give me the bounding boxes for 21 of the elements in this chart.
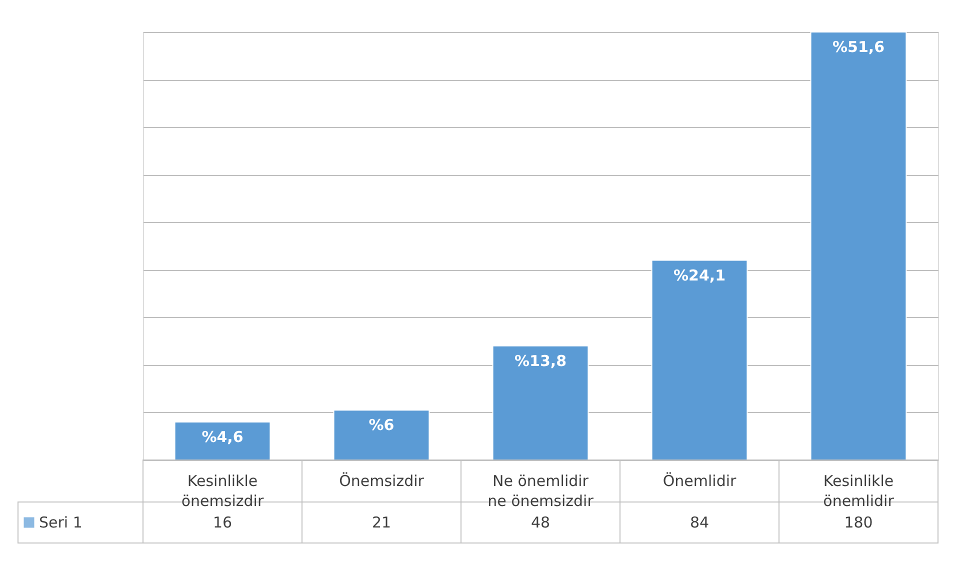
bar — [810, 32, 907, 460]
bar — [333, 410, 430, 460]
annotation: %24,1 — [673, 266, 726, 284]
data-label: 84 — [690, 514, 710, 532]
annotation: %51,6 — [832, 38, 885, 56]
data-label: 180 — [844, 514, 873, 532]
annotation: %13,8 — [514, 352, 567, 370]
data-label: 48 — [530, 514, 550, 532]
x-tick-label: Önemsizdir — [339, 472, 425, 490]
x-tick-label: Ne önemlidir ne önemsizdir — [488, 472, 594, 510]
x-tick-label: Kesinlikle önemlidir — [823, 472, 895, 510]
x-tick-label: Önemlidir — [662, 472, 737, 490]
bar — [492, 345, 589, 460]
x-tick-label: Kesinlikle önemsizdir — [181, 472, 264, 510]
data-label: 21 — [372, 514, 392, 532]
bar — [174, 421, 271, 460]
bar — [651, 260, 748, 460]
annotation: %4,6 — [202, 428, 244, 446]
legend-label: Seri 1 — [39, 514, 82, 532]
annotation: %6 — [368, 416, 394, 434]
data-label: 16 — [212, 514, 232, 532]
